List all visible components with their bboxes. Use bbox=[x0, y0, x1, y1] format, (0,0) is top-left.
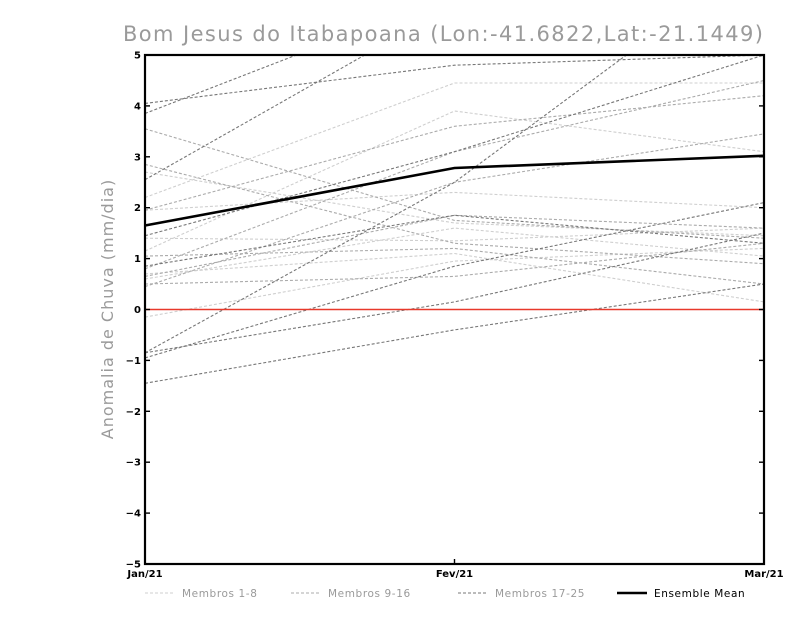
series-layer bbox=[145, 55, 764, 384]
y-tick-label: −1 bbox=[126, 356, 141, 367]
member-series-line-g1-1 bbox=[145, 82, 764, 199]
member-series-line-g3-2 bbox=[145, 55, 298, 115]
member-series-line-g3-1 bbox=[145, 55, 764, 104]
member-series-line-g2-2 bbox=[145, 163, 764, 265]
y-tick-label: 1 bbox=[134, 254, 141, 265]
y-tick-label: 3 bbox=[134, 152, 141, 163]
ensemble-mean-line bbox=[144, 154, 765, 227]
y-tick-label: 5 bbox=[134, 51, 141, 62]
legend-label-1: Membros 1-8 bbox=[182, 588, 257, 600]
y-tick-label: 2 bbox=[134, 203, 141, 214]
member-series-line-g2-1 bbox=[145, 128, 764, 239]
chart-title: Bom Jesus do Itabapoana (Lon:-41.6822,La… bbox=[123, 22, 764, 46]
x-tick-label: Jan/21 bbox=[126, 569, 162, 580]
y-tick-label: 0 bbox=[134, 305, 141, 316]
member-series-line-g2-8 bbox=[145, 214, 764, 277]
member-series-line-g3-5 bbox=[145, 283, 764, 384]
member-series-line-g1-3 bbox=[145, 191, 764, 211]
member-series-line-g3-3 bbox=[145, 55, 628, 354]
member-series-line-g1-5 bbox=[145, 252, 764, 303]
x-tick-label: Fev/21 bbox=[436, 569, 473, 580]
y-tick-label: 4 bbox=[134, 101, 141, 112]
x-axis-ticks: Jan/21 Fev/21 Mar/21 bbox=[126, 559, 784, 580]
member-series-line-g1-7 bbox=[145, 227, 764, 242]
legend-label-2: Membros 9-16 bbox=[328, 588, 411, 600]
member-series-line-g1-6 bbox=[145, 247, 764, 318]
y-axis-label: Anomalia de Chuva (mm/dia) bbox=[98, 179, 117, 439]
member-series-line-g3-9 bbox=[145, 55, 764, 237]
y-tick-label: −2 bbox=[126, 407, 141, 418]
y-tick-label: −5 bbox=[126, 560, 141, 571]
member-series-line-g2-5 bbox=[145, 247, 764, 285]
ensemble-mean-layer bbox=[144, 154, 765, 227]
member-series-line-g2-4 bbox=[145, 133, 764, 288]
member-series-line-g3-6 bbox=[145, 232, 764, 354]
y-tick-label: −4 bbox=[126, 509, 141, 520]
legend: Membros 1-8 Membros 9-16 Membros 17-25 Ense… bbox=[145, 588, 745, 600]
legend-label-4: Ensemble Mean bbox=[654, 588, 745, 600]
member-series-line-g1-2 bbox=[145, 110, 764, 252]
member-series-line-g1-4 bbox=[145, 171, 764, 237]
y-axis-ticks: −5 −4 −3 −2 −1 0 1 2 3 4 5 bbox=[126, 51, 764, 571]
member-series-line-g1-8 bbox=[145, 227, 764, 280]
member-series-line-g2-6 bbox=[145, 242, 764, 285]
x-tick-label: Mar/21 bbox=[744, 569, 783, 580]
legend-label-3: Membros 17-25 bbox=[495, 588, 585, 600]
member-series-line-g3-4 bbox=[145, 202, 764, 359]
y-tick-label: −3 bbox=[126, 458, 141, 469]
member-series-line-g3-7 bbox=[145, 214, 764, 267]
member-series-line-g2-3 bbox=[145, 79, 764, 270]
member-series-line-g2-7 bbox=[145, 95, 764, 211]
